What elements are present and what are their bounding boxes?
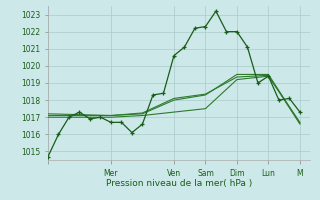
X-axis label: Pression niveau de la mer( hPa ): Pression niveau de la mer( hPa ) <box>106 179 252 188</box>
